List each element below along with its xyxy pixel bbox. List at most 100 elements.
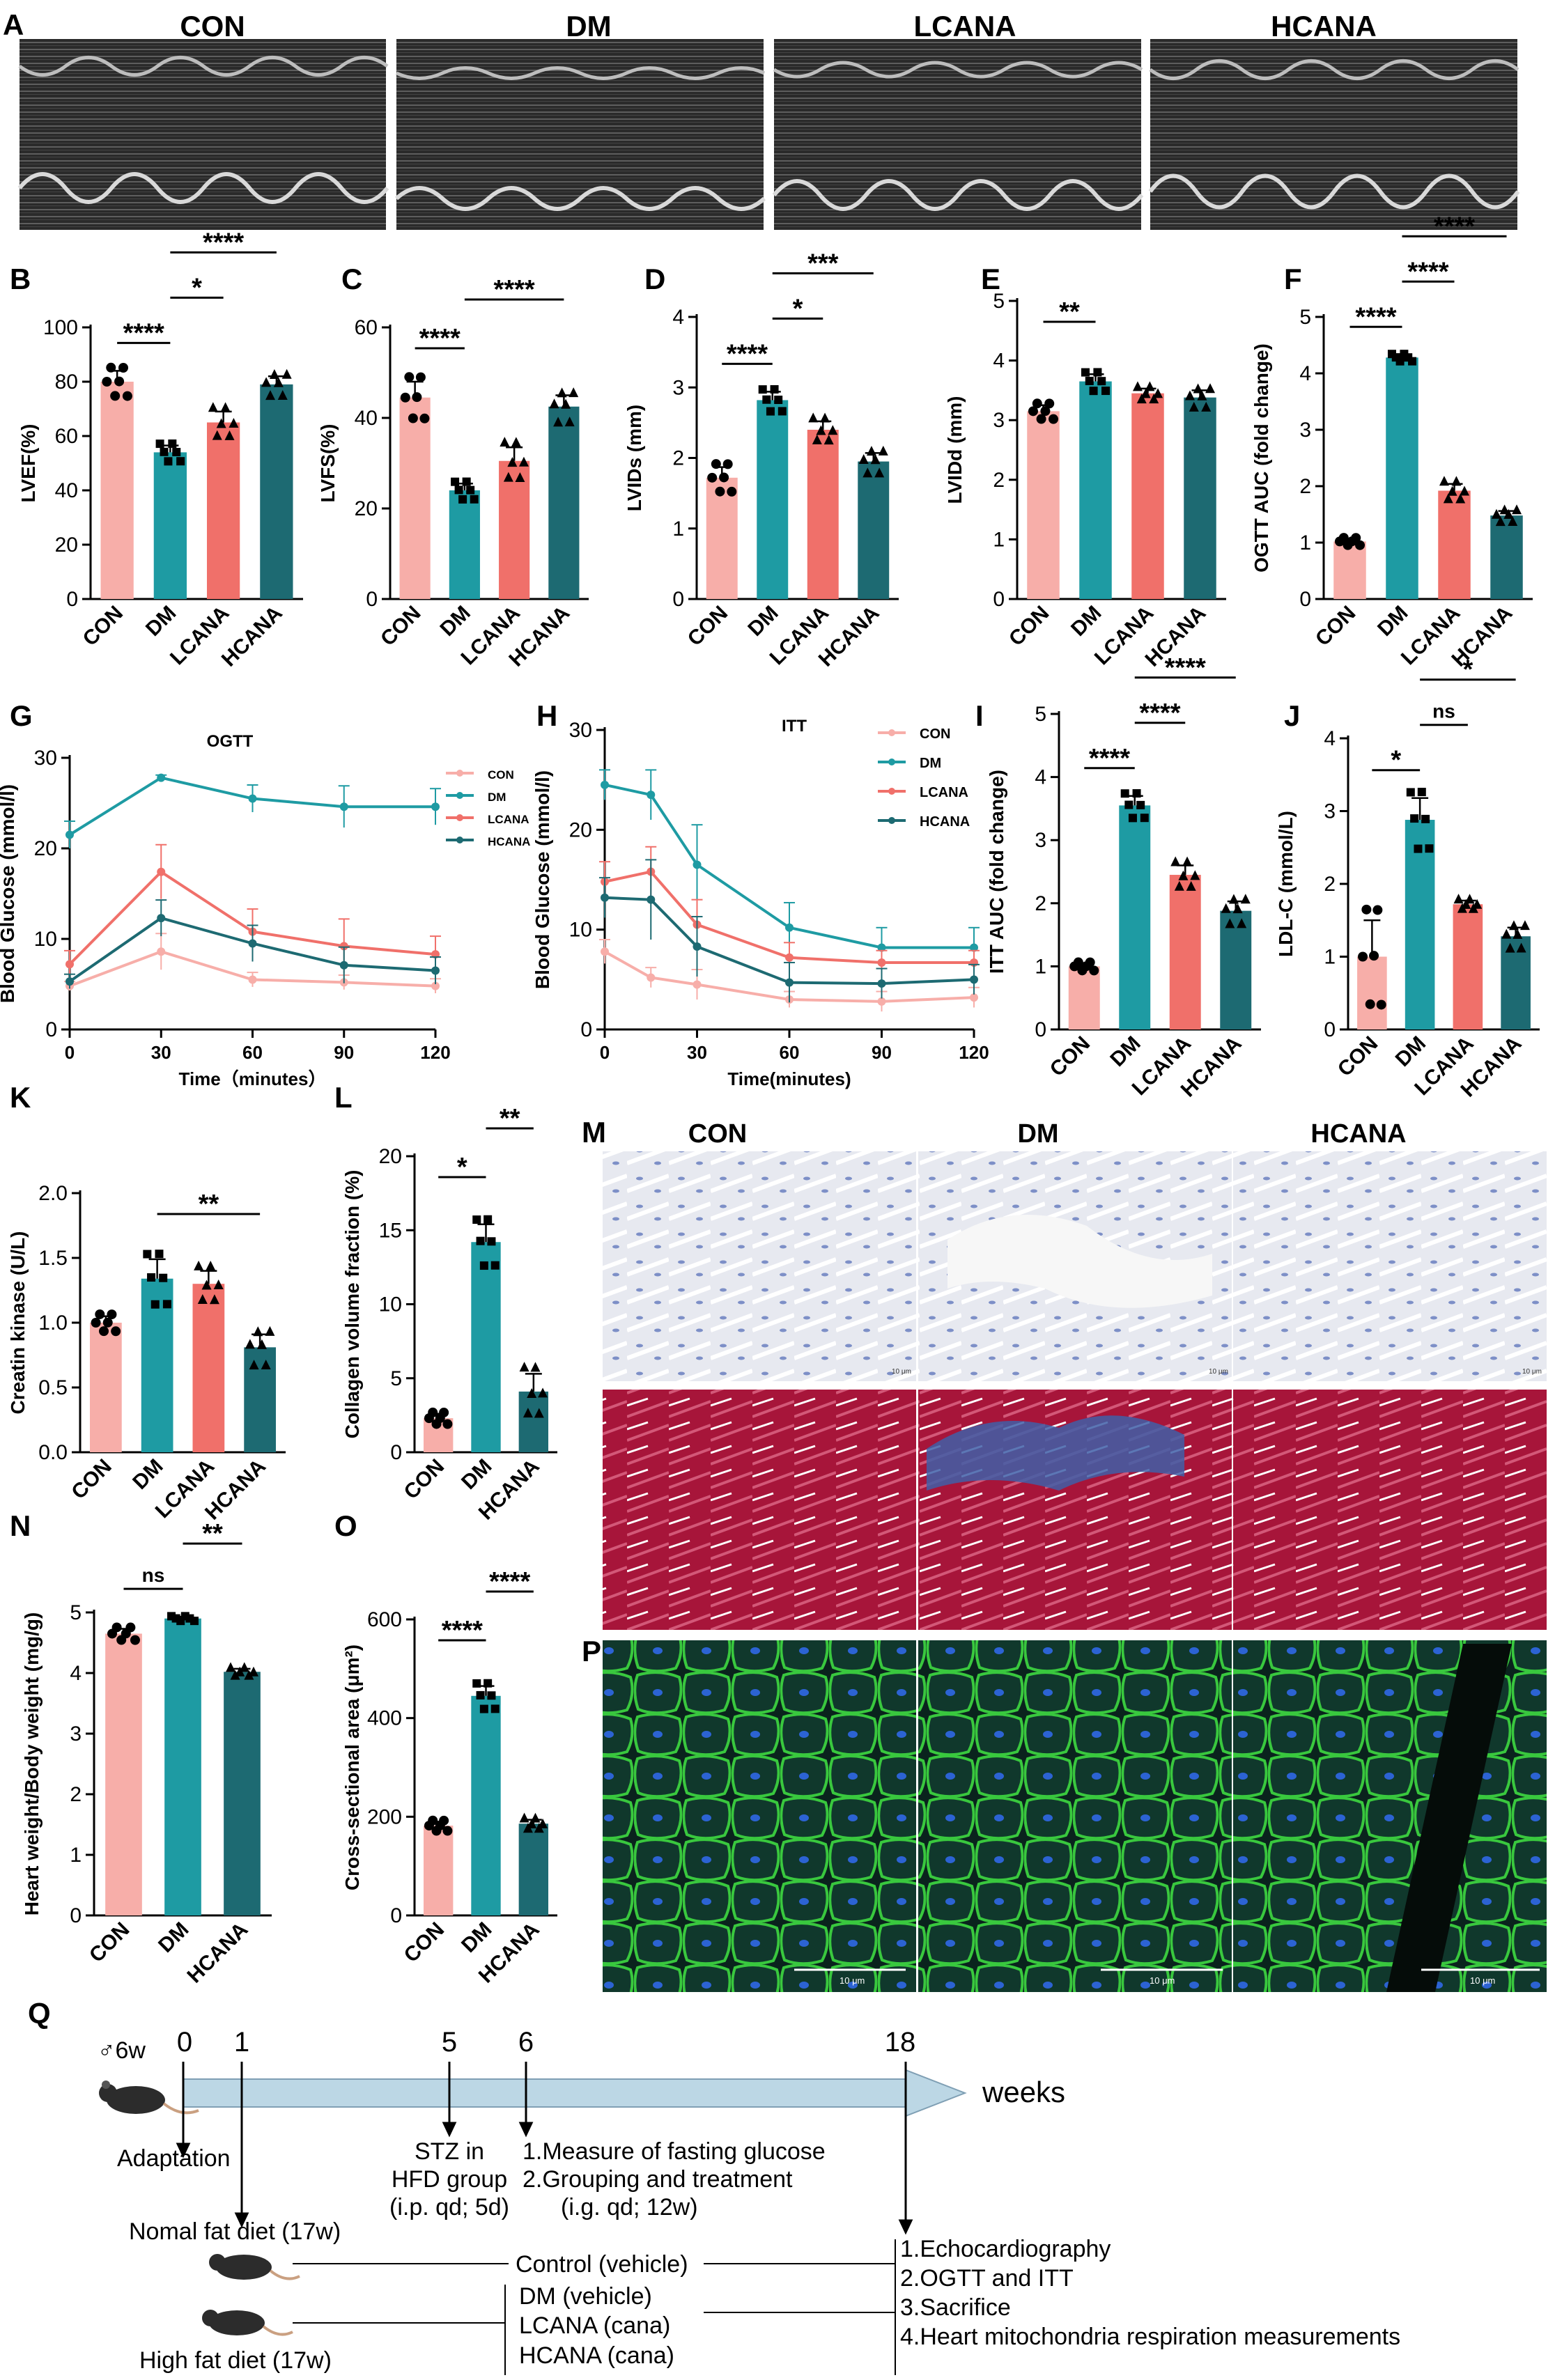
echo-label-con: CON — [180, 10, 245, 42]
data-point-lcana — [194, 1260, 204, 1270]
week-tick-6: 6 — [518, 2027, 534, 2058]
data-point-dm — [487, 1237, 496, 1246]
data-point-con — [415, 372, 426, 382]
he-scale-dm: 10 μm — [1209, 1368, 1228, 1376]
data-point-hcana — [261, 1359, 271, 1369]
x-tick-label-con: CON — [67, 1455, 116, 1504]
y-axis-label-G: Blood Glucose (mmol/l) — [0, 784, 18, 1003]
chart-l: 0 5 10 15 20 Collagen volume fraction (%) CON D… — [341, 1104, 557, 1525]
bar-lcana — [206, 422, 240, 599]
data-point-con — [122, 391, 132, 401]
bar-hcana — [518, 1823, 549, 1915]
data-point-lcana — [823, 435, 834, 445]
bar-con — [423, 1826, 454, 1915]
bar-dm — [153, 452, 187, 599]
high-diet-label: High fat diet (17w) — [139, 2347, 332, 2374]
bar-con — [399, 397, 431, 599]
significance-label: * — [1462, 655, 1473, 685]
x-tick-label-con: CON — [683, 602, 732, 651]
data-point-hcana — [244, 1670, 254, 1680]
data-point-lcana — [208, 402, 218, 412]
data-point-hcana — [549, 398, 559, 409]
bar-lcana — [1131, 393, 1164, 599]
data-point-lcana — [503, 472, 513, 482]
data-point-dm — [490, 1261, 500, 1270]
data-point-con — [99, 1326, 109, 1337]
legend-marker-lcana — [456, 814, 463, 821]
y-tick-label-C: 40 — [355, 407, 378, 430]
data-point-dm — [147, 1273, 156, 1282]
significance-label: **** — [1089, 744, 1130, 773]
bar-lcana — [1438, 490, 1471, 599]
data-point-con — [157, 947, 166, 956]
data-point-hcana — [1189, 401, 1199, 412]
data-point-con — [1338, 533, 1349, 543]
data-point-lcana — [157, 867, 166, 876]
y-tick-label-E: 5 — [993, 290, 1005, 313]
weeks-label: weeks — [982, 2076, 1065, 2108]
panel-f-letter: F — [1284, 263, 1302, 295]
x-tick-label-con: CON — [1311, 602, 1360, 651]
y-tick-label-O: 400 — [367, 1707, 402, 1730]
data-point-lcana — [1132, 381, 1143, 391]
data-point-hcana — [1508, 920, 1519, 931]
y-tick-label-B: 100 — [43, 316, 78, 339]
data-point-hcana — [538, 1818, 548, 1828]
panel-n-letter: N — [10, 1509, 31, 1542]
data-point-lcana — [518, 456, 529, 467]
significance-label: **** — [1434, 212, 1475, 241]
echo-image-dm — [394, 39, 766, 230]
masson-image-con — [603, 1390, 916, 1630]
y-tick-label-O: 0 — [390, 1904, 402, 1927]
series-line-hcana — [604, 896, 975, 986]
data-point-dm — [157, 773, 166, 782]
data-point-hcana — [858, 453, 869, 464]
data-point-hcana — [248, 939, 257, 948]
data-point-con — [419, 413, 430, 423]
data-point-con — [1073, 957, 1083, 967]
echo-image-lcana — [772, 39, 1144, 230]
data-point-hcana — [265, 390, 276, 400]
y-tick-label-E: 2 — [993, 469, 1005, 492]
panel-m: M CON DM HCANA 10 μm 10 μm 10 μm — [582, 1116, 1547, 1630]
data-point-dm — [490, 1704, 500, 1713]
data-point-hcana — [245, 1339, 255, 1349]
data-point-con — [408, 413, 418, 423]
data-point-hcana — [256, 1339, 267, 1349]
data-point-dm — [248, 794, 257, 803]
data-point-con — [1089, 965, 1099, 976]
data-point-hcana — [553, 417, 564, 427]
data-point-hcana — [261, 377, 272, 387]
significance-label: * — [793, 294, 803, 323]
data-point-dm — [601, 780, 609, 789]
data-point-hcana — [519, 1812, 529, 1823]
data-point-hcana — [1499, 504, 1510, 515]
data-point-dm — [770, 384, 779, 394]
data-point-dm — [160, 447, 169, 456]
data-point-lcana — [1464, 894, 1475, 904]
data-point-hcana — [1221, 903, 1231, 913]
data-point-hcana — [1184, 390, 1195, 400]
data-point-dm — [458, 495, 467, 504]
data-point-dm — [476, 1236, 485, 1245]
x-axis-label-G: Time（minutes） — [179, 1068, 327, 1089]
week-tick-0: 0 — [177, 2027, 192, 2058]
data-point-con — [1044, 398, 1055, 409]
data-point-con — [428, 1407, 438, 1417]
data-point-dm — [483, 1215, 493, 1224]
bar-lcana — [1453, 904, 1483, 1029]
panel-m-letter: M — [582, 1116, 606, 1149]
timeline-arrow — [183, 2069, 967, 2117]
y-tick-label-F: 4 — [1299, 362, 1311, 385]
bar-hcana — [548, 406, 580, 599]
significance-label: **** — [727, 339, 768, 368]
bar-dm — [1079, 381, 1112, 599]
data-point-hcana — [1232, 903, 1243, 914]
legend-label-lcana: LCANA — [488, 813, 529, 826]
measure-line-2: 2.Grouping and treatment — [523, 2166, 793, 2193]
group-dm: DM (vehicle) — [519, 2283, 652, 2310]
data-point-hcana — [1495, 516, 1506, 527]
